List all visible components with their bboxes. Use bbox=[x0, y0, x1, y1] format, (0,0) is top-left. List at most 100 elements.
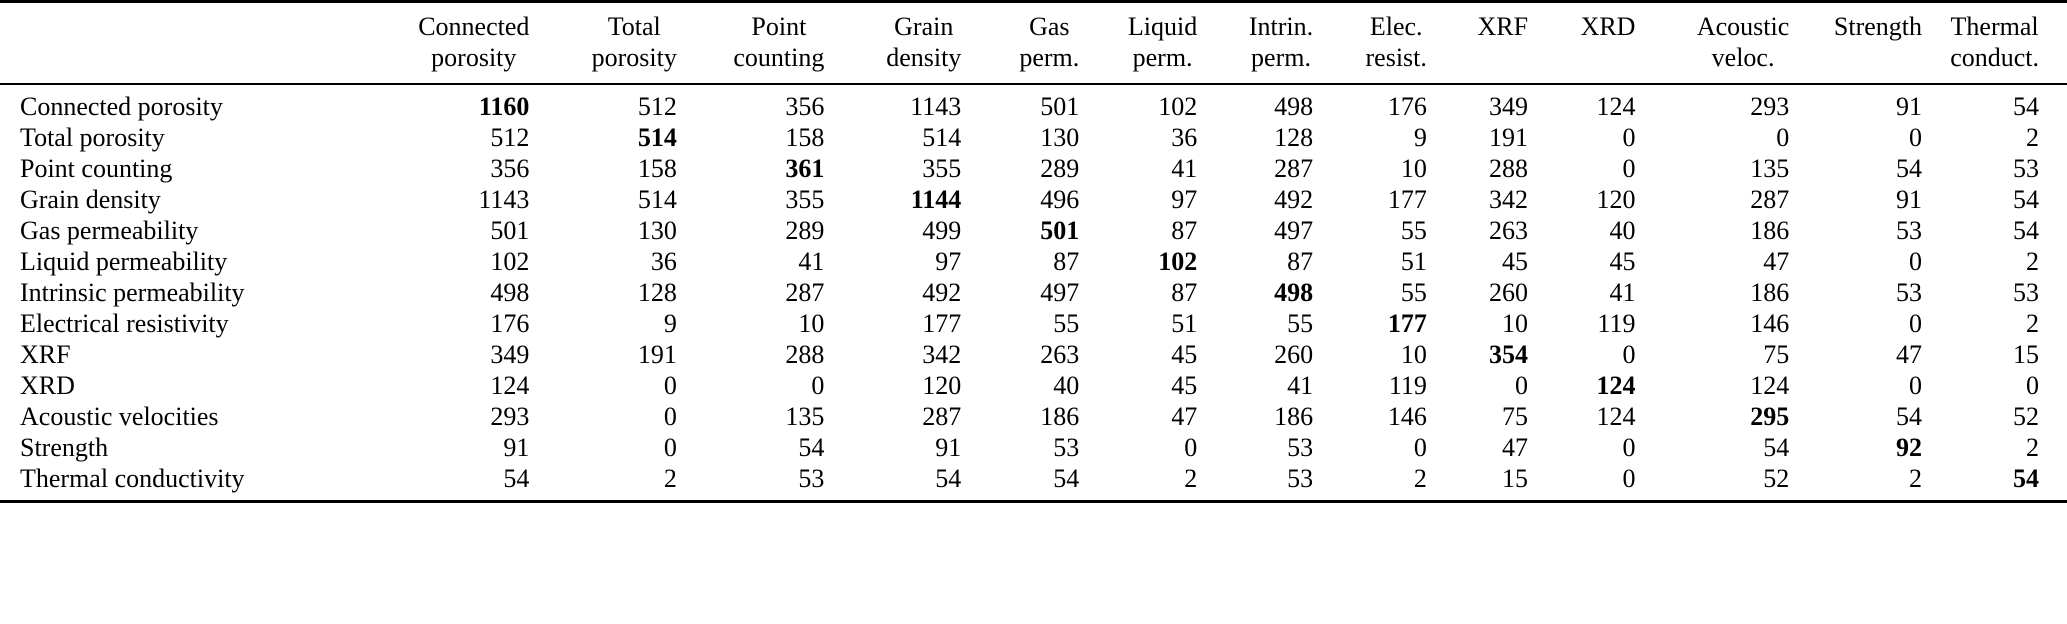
column-header-label: Acoustic veloc. bbox=[1696, 12, 1790, 72]
table-cell: 260 bbox=[1274, 340, 1314, 369]
table-cell: 135 bbox=[785, 402, 825, 431]
table-cell: 91 bbox=[503, 433, 530, 462]
table-cell: 55 bbox=[1400, 278, 1427, 307]
table-cell: 40 bbox=[1053, 371, 1080, 400]
table-cell: 186 bbox=[1750, 278, 1790, 307]
table-row: Gas permeability 501 130 289 499 501 87 497 55 26… bbox=[0, 215, 2067, 246]
table-cell: 54 bbox=[1763, 433, 1790, 462]
table-cell: 53 bbox=[1896, 278, 1923, 307]
table-cell: 0 bbox=[663, 433, 677, 462]
column-header-label: Elec. resist. bbox=[1365, 12, 1427, 72]
row-label: XRD bbox=[20, 371, 75, 400]
table-cell: 55 bbox=[1287, 309, 1314, 338]
row-label: Point counting bbox=[20, 154, 173, 183]
table-cell: 45 bbox=[1502, 247, 1529, 276]
table-cell: 146 bbox=[1387, 402, 1427, 431]
table-cell: 54 bbox=[1896, 402, 1923, 431]
table-row: Intrinsic permeability 498 128 287 492 497 87 4… bbox=[0, 277, 2067, 308]
table-cell: 41 bbox=[1287, 371, 1314, 400]
table-cell: 47 bbox=[1171, 402, 1198, 431]
table-cell: 41 bbox=[1609, 278, 1636, 307]
row-label: Intrinsic permeability bbox=[20, 278, 245, 307]
table-cell: 135 bbox=[1750, 154, 1790, 183]
column-header-label: Total porosity bbox=[591, 12, 677, 72]
table-cell: 498 bbox=[490, 278, 530, 307]
table-cell-diagonal: 361 bbox=[785, 154, 825, 183]
table-cell: 349 bbox=[1489, 92, 1529, 121]
table-cell: 1143 bbox=[478, 185, 530, 214]
table-cell: 53 bbox=[798, 464, 825, 493]
table-cell: 45 bbox=[1171, 371, 1198, 400]
table-cell-diagonal: 498 bbox=[1274, 278, 1314, 307]
table-row: Acoustic velocities 293 0 135 287 186 47 186 146… bbox=[0, 401, 2067, 432]
row-label: XRF bbox=[20, 340, 71, 369]
table-cell: 514 bbox=[922, 123, 962, 152]
table-cell: 52 bbox=[1763, 464, 1790, 493]
table-cell: 1143 bbox=[910, 92, 962, 121]
table-cell: 514 bbox=[637, 185, 677, 214]
table-cell: 0 bbox=[1622, 123, 1636, 152]
table-cell: 0 bbox=[663, 371, 677, 400]
table-cell: 128 bbox=[1274, 123, 1314, 152]
table-cell: 0 bbox=[1776, 123, 1790, 152]
table-cell: 0 bbox=[1622, 154, 1636, 183]
column-header: Connected porosity bbox=[370, 1, 540, 85]
table-cell: 2 bbox=[1909, 464, 1923, 493]
table-cell: 355 bbox=[922, 154, 962, 183]
table-cell-diagonal: 514 bbox=[637, 123, 677, 152]
table-cell: 51 bbox=[1171, 309, 1198, 338]
header-row: Connected porosity Total porosity Point count… bbox=[0, 1, 2067, 85]
table-cell: 191 bbox=[1489, 123, 1529, 152]
table-cell: 492 bbox=[922, 278, 962, 307]
table-body: Connected porosity 1160 512 356 1143 501 102 49… bbox=[0, 84, 2067, 502]
table-cell: 2 bbox=[2026, 247, 2039, 276]
table-cell: 10 bbox=[1400, 340, 1427, 369]
table-cell: 10 bbox=[798, 309, 825, 338]
table-cell: 119 bbox=[1388, 371, 1427, 400]
table-cell: 498 bbox=[1274, 92, 1314, 121]
table-cell: 158 bbox=[785, 123, 825, 152]
table-cell: 0 bbox=[811, 371, 825, 400]
table-row: XRD 124 0 0 120 40 45 41 119 0 124 124 0 0 bbox=[0, 370, 2067, 401]
table-cell: 124 bbox=[490, 371, 530, 400]
table-cell: 124 bbox=[1596, 92, 1636, 121]
column-header: Total porosity bbox=[539, 1, 687, 85]
table-cell: 53 bbox=[2013, 278, 2039, 307]
table-cell: 0 bbox=[663, 402, 677, 431]
table-cell: 492 bbox=[1274, 185, 1314, 214]
table-cell: 186 bbox=[1750, 216, 1790, 245]
table-cell: 87 bbox=[1171, 216, 1198, 245]
table-cell: 119 bbox=[1597, 309, 1636, 338]
column-header: Grain density bbox=[834, 1, 972, 85]
table-cell: 53 bbox=[1287, 433, 1314, 462]
table-cell-diagonal: 501 bbox=[1040, 216, 1080, 245]
table-cell: 0 bbox=[1622, 340, 1636, 369]
table-cell: 124 bbox=[1750, 371, 1790, 400]
table-cell: 177 bbox=[922, 309, 962, 338]
table-cell: 124 bbox=[1596, 402, 1636, 431]
table-cell: 499 bbox=[922, 216, 962, 245]
table-cell: 36 bbox=[650, 247, 677, 276]
column-header: Gas perm. bbox=[971, 1, 1090, 85]
table-cell: 9 bbox=[1413, 123, 1427, 152]
table-cell: 87 bbox=[1053, 247, 1080, 276]
table-cell: 55 bbox=[1400, 216, 1427, 245]
table-cell: 91 bbox=[935, 433, 962, 462]
table-cell: 191 bbox=[637, 340, 677, 369]
table-cell: 40 bbox=[1609, 216, 1636, 245]
table-cell: 2 bbox=[2026, 309, 2039, 338]
column-header: XRF bbox=[1436, 1, 1539, 85]
correlation-matrix-table: Connected porosity Total porosity Point count… bbox=[0, 0, 2067, 503]
table-cell: 2 bbox=[2026, 123, 2039, 152]
table-cell: 288 bbox=[785, 340, 825, 369]
table-cell: 53 bbox=[1053, 433, 1080, 462]
table-cell: 45 bbox=[1609, 247, 1636, 276]
table-cell: 512 bbox=[637, 92, 677, 121]
table-cell: 130 bbox=[637, 216, 677, 245]
table-cell: 47 bbox=[1502, 433, 1529, 462]
table-cell: 356 bbox=[785, 92, 825, 121]
table-cell: 289 bbox=[1040, 154, 1080, 183]
table-cell-diagonal: 1144 bbox=[910, 185, 962, 214]
table-cell: 186 bbox=[1274, 402, 1314, 431]
table-cell: 177 bbox=[1387, 185, 1427, 214]
